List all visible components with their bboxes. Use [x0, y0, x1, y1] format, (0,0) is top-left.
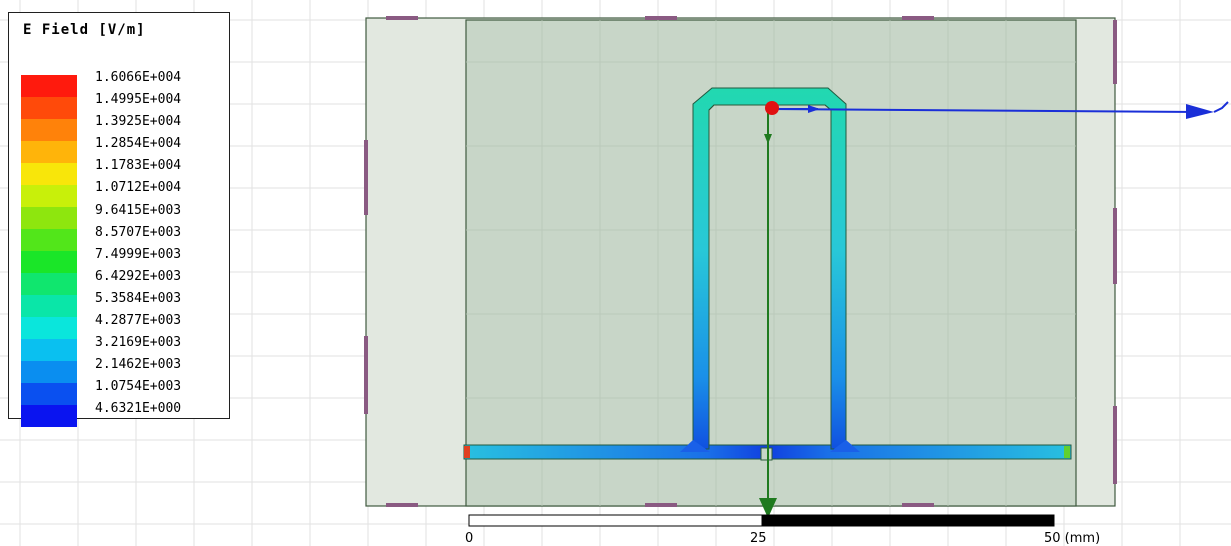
- legend-value-label: 2.1462E+003: [95, 357, 182, 373]
- legend-value-label: 1.3925E+004: [95, 114, 182, 130]
- legend-swatch: [21, 273, 77, 295]
- legend-swatch: [21, 97, 77, 119]
- scale-label-25: 25: [750, 531, 767, 546]
- legend-swatch: [21, 251, 77, 273]
- legend-value-label: 1.0754E+003: [95, 379, 182, 395]
- port-marker: [760, 447, 773, 461]
- scale-label-50: 50 (mm): [1044, 531, 1101, 546]
- origin-marker: [765, 101, 779, 115]
- scale-label-0: 0: [465, 531, 474, 546]
- legend-swatch: [21, 339, 77, 361]
- legend-value-label: 1.0712E+004: [95, 180, 182, 196]
- axis-y-short-arrowhead: [764, 134, 772, 144]
- legend-value-label: 1.1783E+004: [95, 158, 182, 174]
- legend-swatch: [21, 163, 77, 185]
- legend-value-label: 1.4995E+004: [95, 92, 182, 108]
- scale-bar-black-segment: [761, 514, 1055, 527]
- boundary-markers: [364, 16, 1117, 507]
- legend-value-label: 4.6321E+000: [95, 401, 182, 417]
- legend-swatch: [21, 185, 77, 207]
- field-legend: E Field [V/m] 1.6066E+004 1.4995E+004 1.39…: [8, 12, 230, 427]
- legend-value-label: 4.2877E+003: [95, 313, 182, 329]
- legend-title: E Field [V/m]: [23, 22, 146, 38]
- legend-value-label: 9.6415E+003: [95, 202, 182, 218]
- legend-value-labels: 1.6066E+004 1.4995E+004 1.3925E+004 1.2854E…: [95, 67, 181, 421]
- scale-bar-white-segment: [468, 514, 763, 527]
- legend-value-label: 7.4999E+003: [95, 246, 182, 262]
- legend-swatch: [21, 75, 77, 97]
- scale-bar: [468, 514, 1055, 527]
- legend-swatch: [21, 295, 77, 317]
- legend-value-label: 5.3584E+003: [95, 290, 182, 306]
- legend-value-label: 1.6066E+004: [95, 70, 182, 85]
- legend-value-label: 6.4292E+003: [95, 268, 182, 284]
- legend-swatch: [21, 383, 77, 405]
- legend-swatch: [21, 119, 77, 141]
- feed-line-left-end: [464, 446, 470, 458]
- legend-swatch: [21, 207, 77, 229]
- feed-line-right-end: [1064, 446, 1070, 458]
- legend-value-label: 8.5707E+003: [95, 224, 182, 240]
- axis-x-line: [771, 108, 1201, 113]
- legend-color-scale: [21, 75, 77, 427]
- resonator-left-bend: [680, 440, 710, 452]
- legend-swatch: [21, 317, 77, 339]
- axis-x-arrowhead: [1186, 104, 1214, 119]
- legend-value-label: 3.2169E+003: [95, 335, 182, 351]
- legend-value-label: 1.2854E+004: [95, 136, 182, 152]
- legend-swatch: [21, 229, 77, 251]
- axis-x-tail-mark: [1213, 101, 1229, 113]
- legend-swatch: [21, 141, 77, 163]
- legend-swatch: [21, 361, 77, 383]
- axis-y-arrowhead: [759, 498, 777, 518]
- coordinate-axes: [759, 101, 1229, 518]
- axis-short-blue-arrowhead: [808, 105, 820, 113]
- resonator-right-bend: [830, 440, 860, 452]
- legend-swatch: [21, 405, 77, 427]
